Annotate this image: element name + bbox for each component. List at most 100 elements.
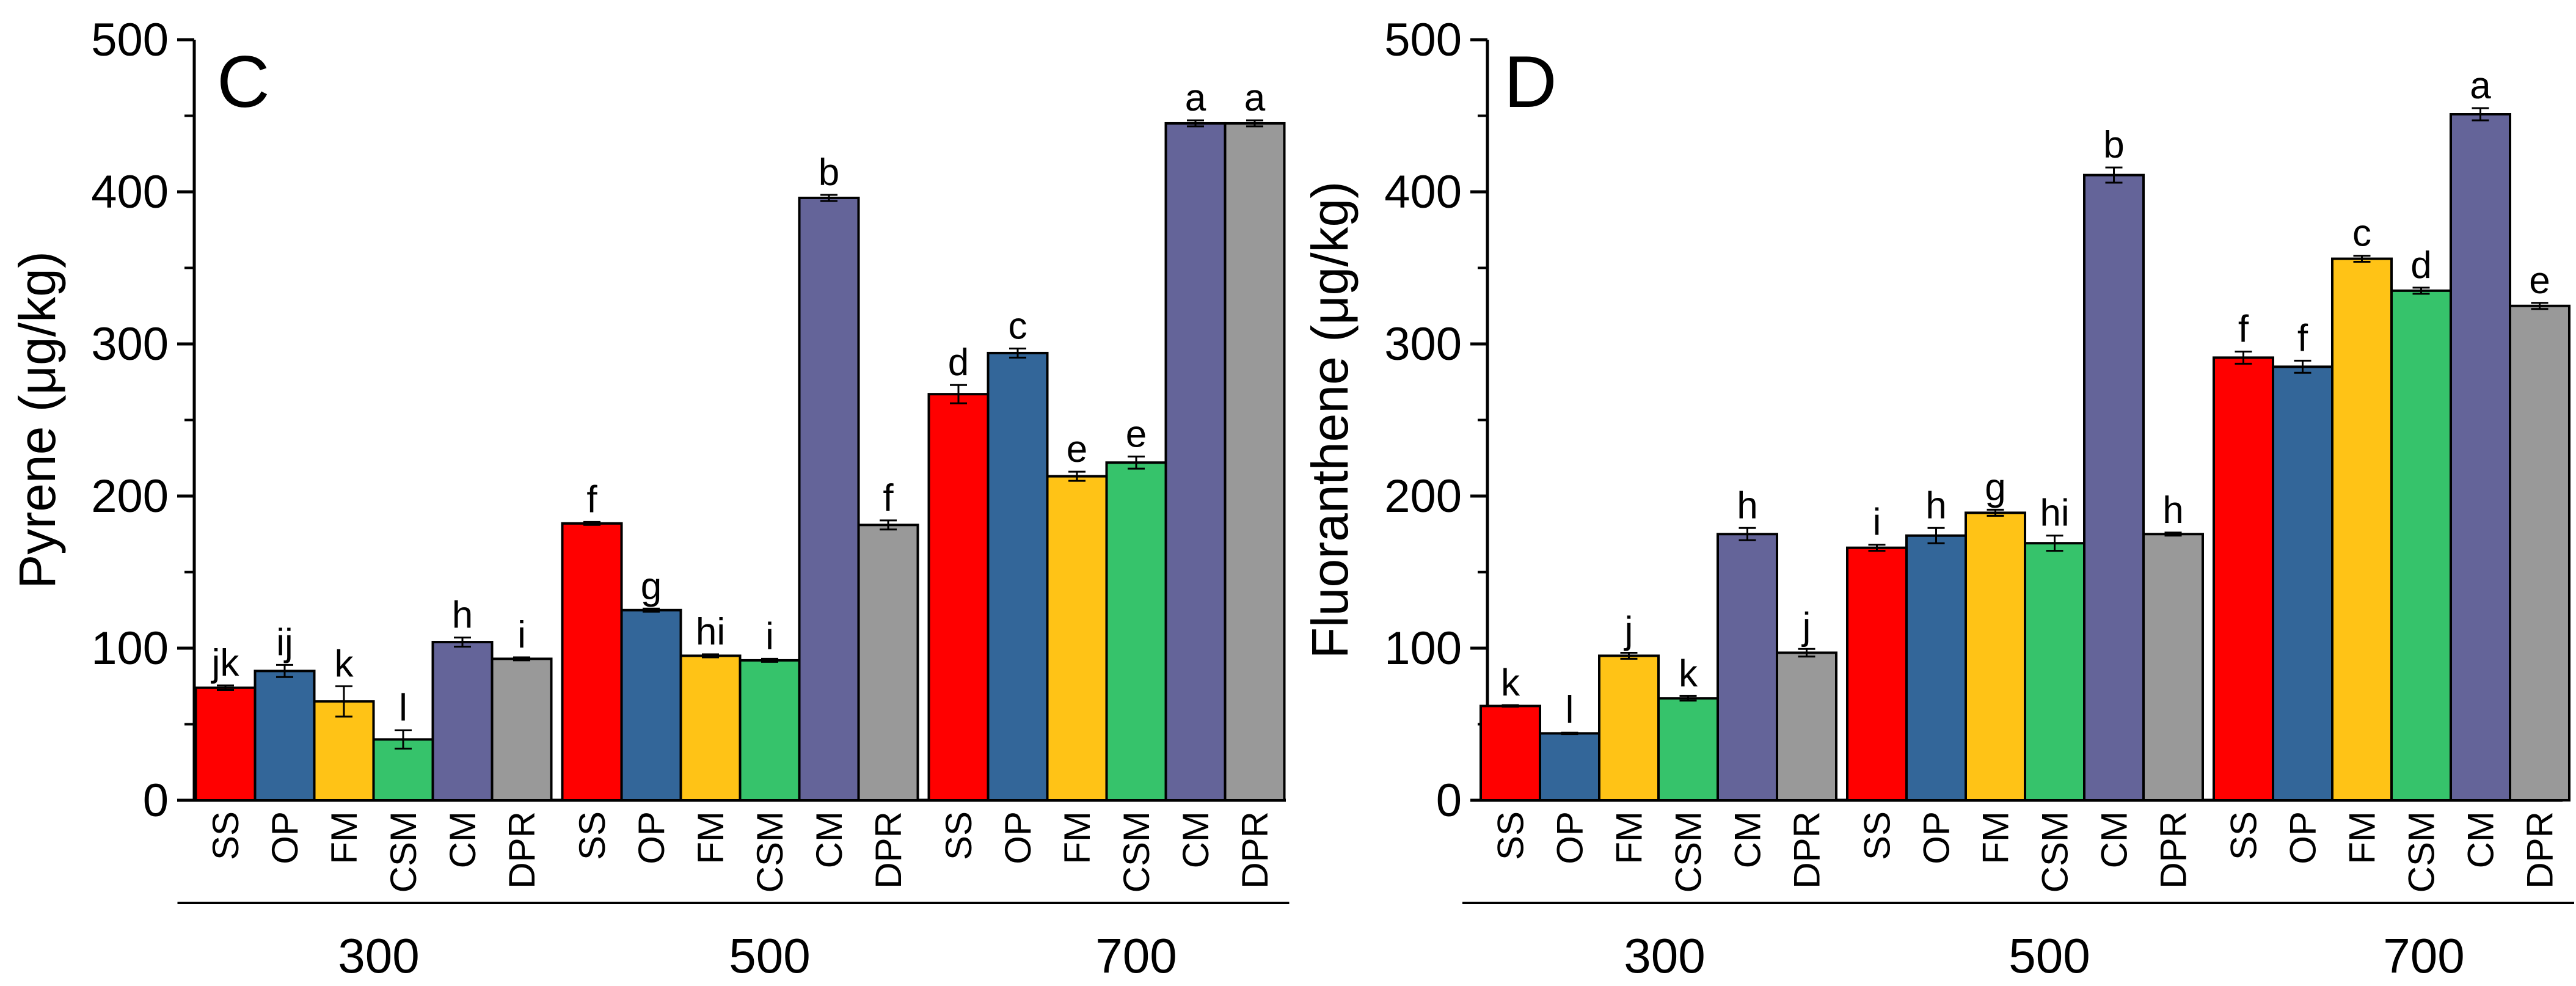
- significance-letter: e: [1067, 428, 1087, 470]
- bar-cm-700: [2450, 113, 2511, 802]
- bar-csm-300: [1657, 697, 1719, 802]
- category-label: DPR: [1235, 811, 1275, 889]
- bar-op-500: [1905, 534, 1967, 802]
- bar-fm-500: [1965, 511, 2026, 802]
- category-label: SS: [1491, 811, 1531, 860]
- category-label: FM: [1057, 811, 1098, 864]
- bar-dpr-500: [857, 524, 919, 802]
- bar-csm-700: [2390, 289, 2452, 802]
- significance-letter: l: [399, 687, 407, 729]
- significance-letter: hi: [2040, 492, 2069, 535]
- significance-letter: f: [586, 478, 597, 520]
- significance-letter: jk: [211, 642, 240, 684]
- y-axis-title: Pyrene (μg/kg): [9, 251, 66, 589]
- category-label: SS: [572, 811, 613, 860]
- significance-letter: h: [1925, 484, 1946, 527]
- bar-fm-500: [679, 654, 742, 802]
- category-label: FM: [2342, 811, 2383, 864]
- group-label: 700: [1095, 929, 1177, 983]
- category-label: SS: [938, 811, 979, 860]
- significance-letter: a: [1244, 77, 1266, 119]
- category-label: SS: [1857, 811, 1898, 860]
- bar-dpr-500: [2142, 533, 2204, 802]
- bar-op-300: [1539, 732, 1600, 802]
- category-label: CSM: [1116, 811, 1157, 893]
- y-tick-label: 300: [1384, 318, 1462, 370]
- group-label: 300: [338, 929, 419, 983]
- bar-ss-700: [2213, 356, 2274, 802]
- y-tick-label: 200: [91, 470, 169, 522]
- bar-csm-500: [739, 659, 801, 802]
- panel-label: C: [217, 41, 270, 123]
- y-tick-label: 500: [1384, 14, 1462, 66]
- bar-dpr-300: [1776, 651, 1837, 802]
- significance-letter: e: [2529, 260, 2550, 302]
- significance-letter: i: [517, 614, 526, 656]
- significance-letter: i: [1873, 502, 1881, 544]
- category-label: OP: [1916, 811, 1957, 864]
- category-label: CM: [2094, 811, 2135, 868]
- bar-csm-700: [1105, 461, 1167, 802]
- significance-letter: e: [1126, 413, 1147, 455]
- category-label: OP: [998, 811, 1038, 864]
- category-label: CSM: [750, 811, 790, 893]
- bar-cm-300: [1717, 533, 1778, 802]
- bar-ss-300: [194, 686, 257, 802]
- bar-ss-300: [1480, 704, 1541, 802]
- y-tick-label: 200: [1384, 470, 1462, 522]
- bar-fm-700: [2331, 257, 2393, 802]
- bar-ss-500: [1846, 546, 1908, 802]
- category-label: SS: [205, 811, 246, 860]
- bar-op-300: [254, 670, 316, 802]
- significance-letter: k: [1501, 662, 1520, 704]
- y-tick-label: 0: [143, 775, 169, 827]
- bar-op-700: [2272, 365, 2333, 802]
- bar-cm-500: [2083, 173, 2145, 802]
- category-label: CSM: [2401, 811, 2442, 893]
- category-label: OP: [265, 811, 305, 864]
- y-tick-label: 0: [1436, 775, 1462, 827]
- bar-dpr-700: [1224, 122, 1286, 802]
- y-tick-label: 400: [1384, 166, 1462, 218]
- significance-letter: k: [1679, 652, 1698, 695]
- category-label: FM: [324, 811, 365, 864]
- category-label: OP: [2283, 811, 2324, 864]
- y-tick-label: 100: [91, 623, 169, 674]
- category-label: CM: [442, 811, 483, 868]
- significance-letter: h: [1737, 484, 1757, 527]
- category-label: CSM: [383, 811, 424, 893]
- bar-ss-500: [561, 522, 623, 802]
- significance-letter: b: [819, 152, 839, 194]
- significance-letter: j: [1624, 609, 1633, 651]
- significance-letter: a: [1185, 77, 1206, 119]
- bar-ss-700: [927, 393, 990, 802]
- group-label: 700: [2383, 929, 2464, 983]
- bar-cm-500: [798, 196, 860, 802]
- bar-dpr-700: [2509, 304, 2571, 802]
- significance-letter: f: [2297, 317, 2308, 359]
- bar-fm-700: [1046, 475, 1108, 802]
- significance-letter: g: [641, 565, 662, 607]
- category-label: OP: [631, 811, 672, 864]
- category-label: OP: [1550, 811, 1591, 864]
- category-label: CM: [1175, 811, 1216, 868]
- significance-letter: f: [2238, 308, 2249, 350]
- category-label: DPR: [1787, 811, 1828, 889]
- significance-letter: a: [2470, 65, 2491, 107]
- significance-letter: g: [1985, 466, 2005, 508]
- group-label: 500: [729, 929, 810, 983]
- bar-dpr-300: [491, 657, 553, 802]
- bar-cm-300: [431, 641, 494, 802]
- significance-letter: d: [948, 341, 969, 384]
- significance-letter: h: [2162, 489, 2183, 531]
- bar-op-700: [987, 351, 1049, 802]
- significance-letter: d: [2410, 244, 2431, 287]
- significance-letter: c: [2352, 213, 2371, 255]
- significance-letter: j: [1801, 605, 1811, 648]
- category-label: DPR: [2153, 811, 2194, 889]
- significance-letter: ij: [276, 621, 293, 663]
- significance-letter: hi: [696, 611, 725, 653]
- significance-letter: b: [2103, 124, 2124, 166]
- category-label: CM: [809, 811, 850, 868]
- bar-csm-500: [2024, 542, 2085, 802]
